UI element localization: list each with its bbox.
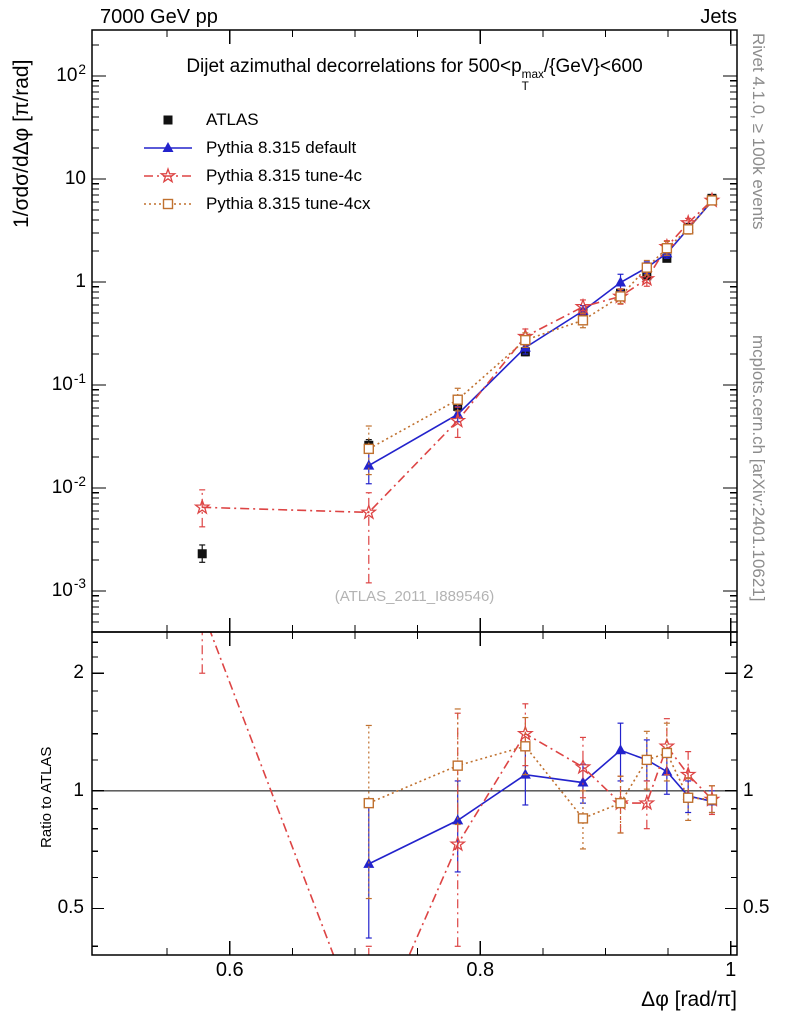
legend-item-pythia-4c: Pythia 8.315 tune-4c [142, 162, 370, 190]
y-tick-ratio-left-0.5: 0.5 [57, 897, 84, 919]
plot-title: Dijet azimuthal decorrelations for 500<p… [96, 56, 733, 94]
y-tick-main-0.1: 10-1 [51, 370, 86, 396]
series-main-0 [197, 193, 717, 563]
analysis-id-watermark: (ATLAS_2011_I889546) [334, 588, 495, 605]
plot-title-prefix: Dijet azimuthal decorrelations for 500<p [186, 56, 522, 77]
legend-label-pythia-4cx: Pythia 8.315 tune-4cx [206, 194, 371, 213]
series-main-3 [363, 195, 718, 476]
atlas-square-icon [163, 115, 173, 125]
x-tick-0.8: 0.8 [466, 959, 495, 981]
y-tick-ratio-right-0.5: 0.5 [743, 897, 770, 919]
x-tick-1: 1 [725, 959, 737, 981]
beam-energy-label: 7000 GeV pp [100, 6, 218, 28]
pt-max-supsub: max T [521, 67, 544, 94]
y-tick-main-1: 1 [75, 271, 86, 293]
mcplots-arxiv-note: mcplots.cern.ch [arXiv:2401.10621] [749, 335, 768, 602]
y-axis-title-main: 1/σdσ/dΔφ [π/rad] [10, 59, 33, 228]
legend-item-atlas: ATLAS [142, 106, 370, 134]
legend-label-atlas: ATLAS [206, 110, 259, 129]
y-tick-ratio-right-1: 1 [743, 779, 754, 801]
y-tick-ratio-left-1: 1 [73, 779, 84, 801]
legend-item-pythia-default: Pythia 8.315 default [142, 134, 370, 162]
rivet-version-note: Rivet 4.1.0, ≥ 100k events [749, 33, 768, 230]
pt-sub: T [521, 80, 529, 94]
pt-sup: max [521, 67, 544, 81]
x-tick-0.6: 0.6 [215, 959, 244, 981]
y-tick-main-0.01: 10-2 [51, 473, 86, 499]
y-tick-main-10: 10 [64, 168, 86, 190]
plot-title-suffix: /{GeV}<600 [543, 56, 643, 77]
series-main-1 [363, 195, 718, 485]
x-axis-title: Δφ [rad/π] [641, 988, 737, 1011]
y-tick-ratio-left-2: 2 [73, 662, 84, 684]
legend: ATLAS Pythia 8.315 default Pythia 8.315 … [142, 106, 370, 218]
process-label: Jets [700, 6, 737, 28]
legend-label-pythia-default: Pythia 8.315 default [206, 138, 357, 157]
series-ratio-3 [363, 708, 718, 900]
legend-label-pythia-4c: Pythia 8.315 tune-4c [206, 166, 362, 185]
y-tick-main-0.001: 10-3 [51, 576, 86, 601]
pythia-4c-star-icon [144, 166, 192, 184]
pythia-default-triangle-icon [144, 142, 192, 152]
y-tick-ratio-right-2: 2 [743, 662, 754, 684]
pythia-4cx-open-square-icon [144, 198, 192, 210]
legend-item-pythia-4cx: Pythia 8.315 tune-4cx [142, 190, 370, 218]
y-tick-main-100: 102 [56, 61, 86, 87]
